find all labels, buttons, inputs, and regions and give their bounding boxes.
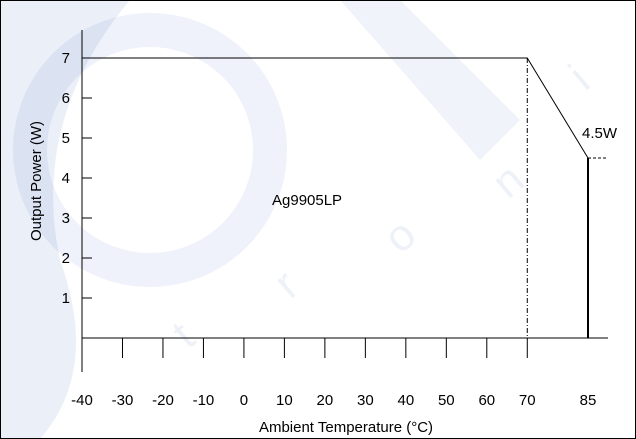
x-tick-label: -20: [152, 392, 174, 409]
watermark-stroke: [340, 0, 520, 160]
x-tick-label: 10: [276, 392, 293, 409]
ticks-layer: 1 2 3 4 5 6 7 -40 -30 -20 -10 0 10 20 30 40 50 60 70 85: [62, 50, 597, 409]
x-tick-label: 30: [357, 392, 374, 409]
y-tick-label: 5: [62, 130, 70, 147]
y-tick-label: 1: [62, 290, 70, 307]
x-tick-label: 40: [397, 392, 414, 409]
watermark-letter: i: [560, 56, 599, 100]
watermark-letter: o: [375, 209, 425, 262]
x-tick-label: 0: [240, 392, 248, 409]
x-tick-label: 85: [580, 392, 597, 409]
x-tick-label: 50: [438, 392, 455, 409]
watermark-layer: t r o n i: [0, 0, 599, 439]
watermark-letter: t: [163, 312, 204, 357]
x-tick-label: -30: [112, 392, 134, 409]
x-tick-label: 20: [317, 392, 334, 409]
x-tick-label: -40: [71, 392, 93, 409]
y-tick-label: 3: [62, 210, 70, 227]
y-tick-label: 2: [62, 250, 70, 267]
x-tick-label: 60: [478, 392, 495, 409]
y-tick-label: 6: [62, 90, 70, 107]
watermark-ring: [13, 13, 287, 287]
end-value-label: 4.5W: [582, 125, 618, 142]
watermark-shape-left: [0, 0, 130, 439]
series-layer: [82, 57, 608, 338]
watermark-letter: n: [483, 154, 533, 207]
x-tick-label: 70: [519, 392, 536, 409]
x-tick-label: -10: [193, 392, 215, 409]
y-tick-label: 7: [62, 50, 70, 67]
x-axis-title: Ambient Temperature (°C): [259, 419, 433, 436]
y-axis-title: Output Power (W): [28, 121, 45, 241]
axes-layer: [81, 30, 608, 372]
series-line-ag9905lp: [82, 57, 589, 159]
watermark-letter: r: [265, 261, 308, 308]
series-label-ag9905lp: Ag9905LP: [272, 192, 342, 209]
y-tick-label: 4: [62, 170, 70, 187]
